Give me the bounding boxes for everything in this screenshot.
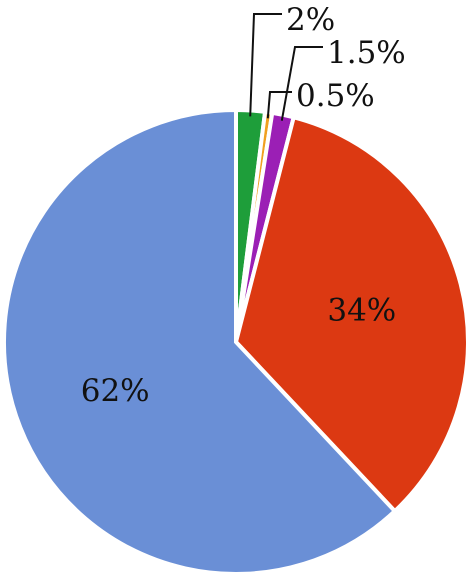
slice-label-2: 1.5%	[327, 35, 406, 71]
slice-label-3: 34%	[327, 293, 396, 329]
pie-slice-4	[1, 107, 398, 576]
slice-label-0: 2%	[286, 2, 335, 38]
pie-slices	[1, 107, 470, 576]
slice-labels: 2% 0.5% 1.5% 34% 62%	[81, 2, 406, 409]
leader-line-2	[280, 46, 323, 121]
leader-lines	[249, 13, 323, 121]
pie-slice-3	[233, 114, 470, 514]
slice-label-1: 0.5%	[296, 78, 375, 114]
leader-line-1	[266, 91, 292, 119]
leader-line-0	[249, 13, 282, 117]
slice-label-4: 62%	[81, 373, 150, 409]
